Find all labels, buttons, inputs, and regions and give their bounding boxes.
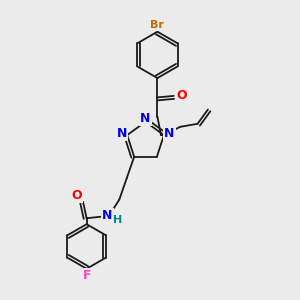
Text: H: H [113,215,122,225]
Text: N: N [102,209,112,222]
Text: N: N [117,127,127,140]
Text: O: O [176,89,187,102]
Text: N: N [164,127,175,140]
Text: S: S [166,128,175,141]
Text: F: F [82,269,91,282]
Text: N: N [140,112,151,125]
Text: Br: Br [151,20,164,30]
Text: O: O [71,189,82,202]
